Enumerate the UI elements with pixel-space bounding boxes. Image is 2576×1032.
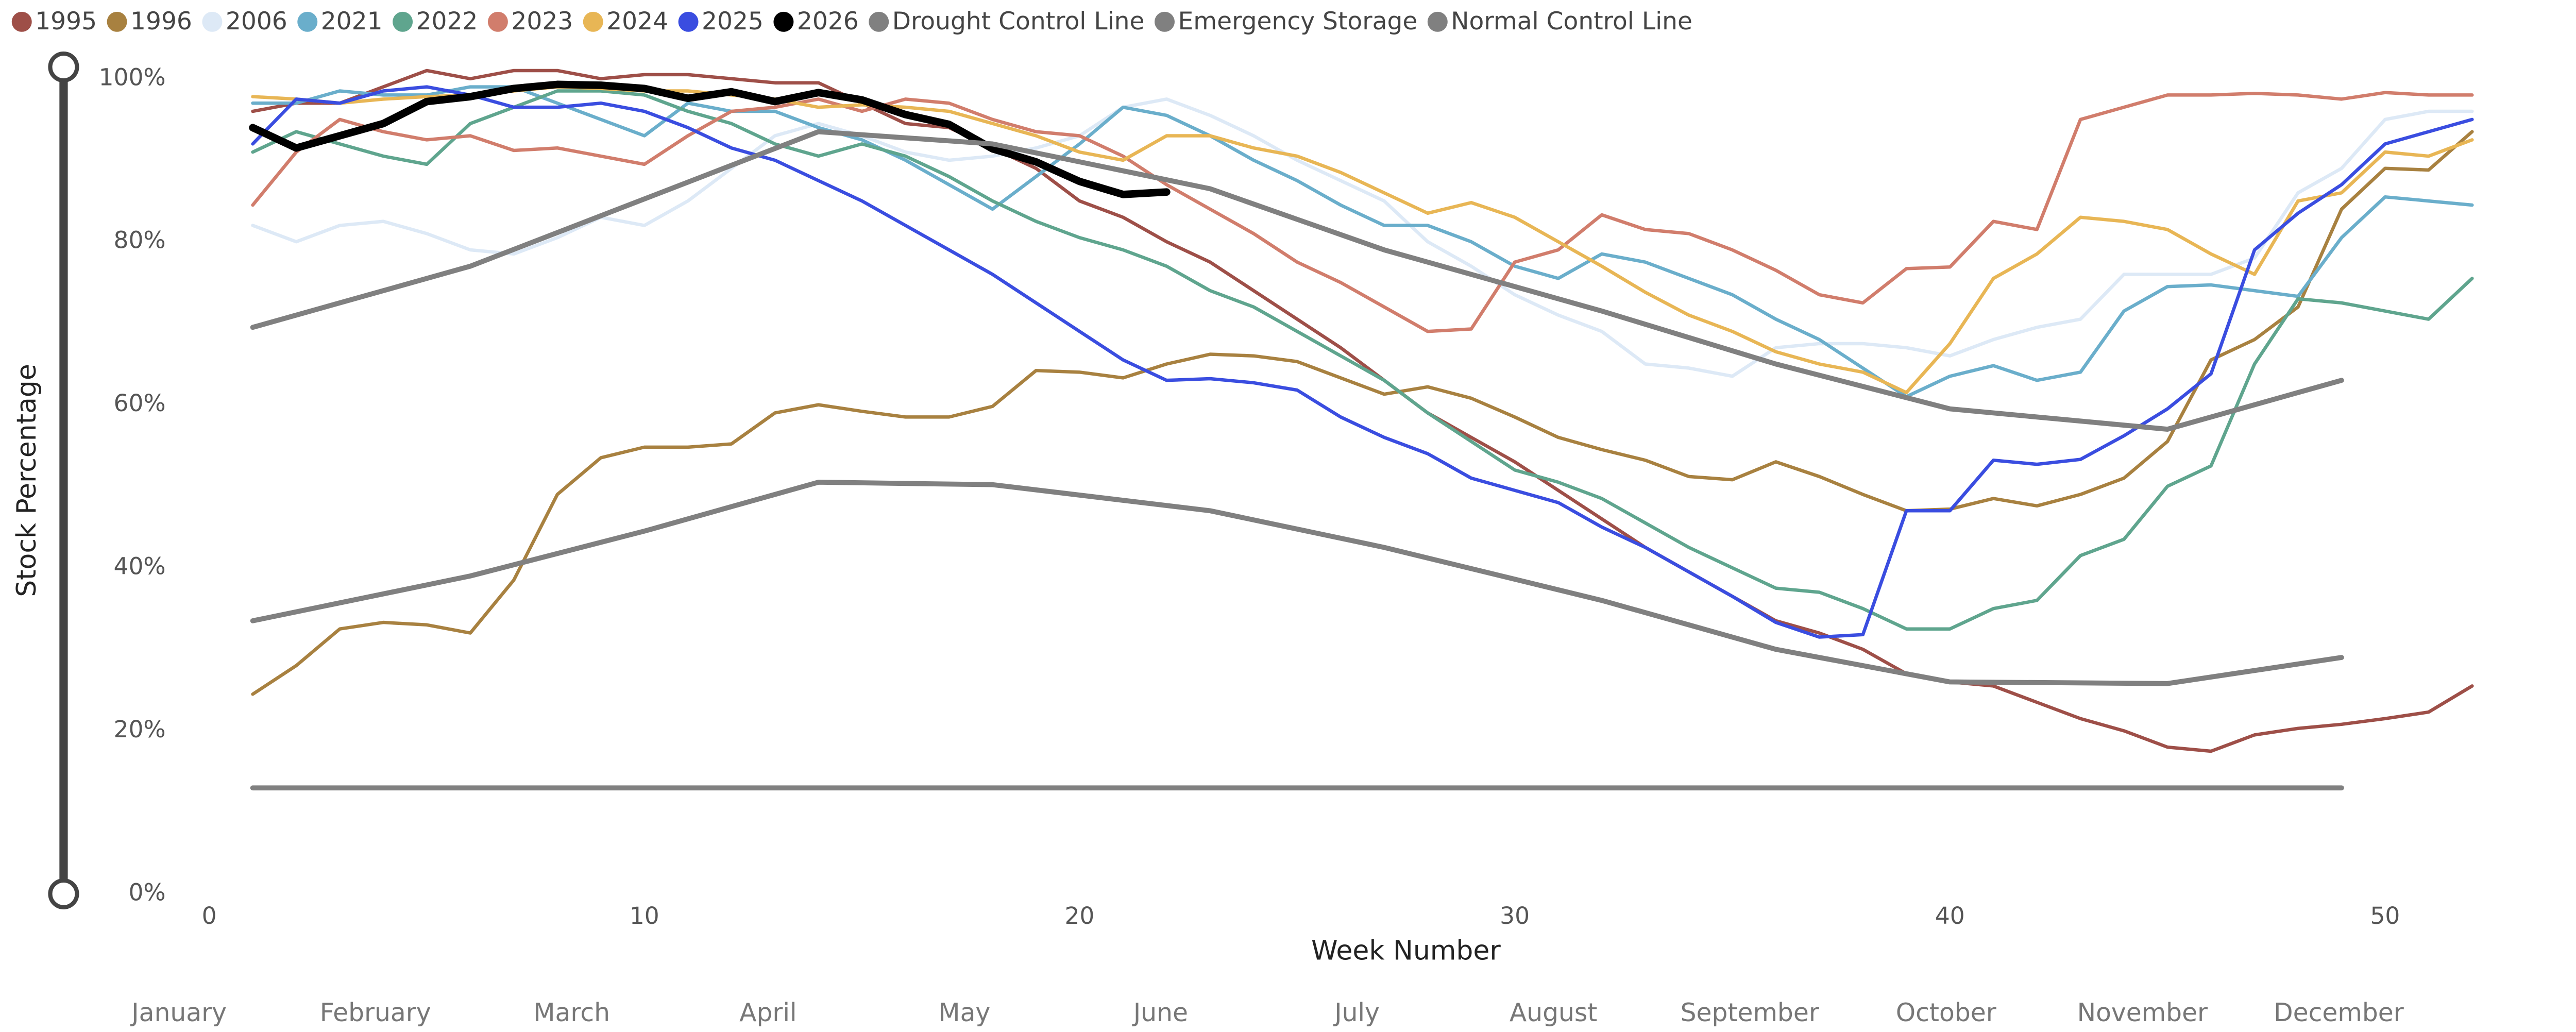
x-tick-label: 30 [1500, 902, 1530, 929]
y-tick-label: 100% [99, 63, 166, 91]
x-tick-label: 50 [2370, 902, 2400, 929]
legend-swatch [1155, 11, 1175, 32]
month-label: May [939, 999, 991, 1027]
legend-label: 1996 [130, 7, 192, 36]
legend-label: 1995 [35, 7, 97, 36]
month-label: July [1333, 999, 1380, 1027]
legend-swatch [297, 11, 318, 32]
plot-area [249, 69, 2474, 791]
x-tick-label: 10 [630, 902, 659, 929]
month-label: January [130, 999, 227, 1027]
month-label: August [1510, 999, 1597, 1027]
series-line [250, 480, 2344, 686]
legend-swatch [393, 11, 413, 32]
legend-swatch [202, 11, 223, 32]
y-tick-label: 80% [114, 227, 166, 254]
slider-handle[interactable] [48, 878, 79, 909]
legend-label: 2006 [226, 7, 287, 36]
slider-handle[interactable] [48, 51, 79, 83]
y-axis-title: Stock Percentage [11, 364, 42, 597]
series-line [251, 130, 2474, 696]
legend-swatch [1427, 11, 1448, 32]
legend-label: Drought Control Line [892, 7, 1145, 36]
legend-swatch [773, 11, 794, 32]
series-line [251, 97, 2474, 378]
legend-swatch [583, 11, 603, 32]
y-tick-label: 20% [114, 716, 166, 743]
x-tick-label: 0 [202, 902, 217, 929]
series-line [251, 89, 2474, 631]
legend-swatch [11, 11, 32, 32]
month-label: March [534, 999, 611, 1027]
month-label: November [2077, 999, 2208, 1027]
series-line [249, 80, 1171, 198]
legend-label: Emergency Storage [1178, 7, 1417, 36]
legend-label: 2026 [797, 7, 859, 36]
x-axis-title: Week Number [1311, 936, 1501, 967]
legend-swatch [107, 11, 127, 32]
month-label: September [1681, 999, 1820, 1027]
range-slider[interactable] [48, 51, 79, 909]
y-tick-label: 40% [114, 553, 166, 580]
y-tick-label: 60% [114, 390, 166, 417]
legend-swatch [869, 11, 889, 32]
month-label: June [1132, 999, 1188, 1027]
series-line [251, 85, 2474, 399]
legend-label: 2023 [511, 7, 573, 36]
legend-label: 2021 [321, 7, 383, 36]
series-line [251, 85, 2474, 639]
month-label: April [739, 999, 796, 1027]
legend-label: Normal Control Line [1451, 7, 1692, 36]
y-tick-label: 0% [128, 878, 165, 906]
series-line [251, 69, 2474, 753]
legend-label: 2024 [606, 7, 668, 36]
legend-swatch [487, 11, 508, 32]
legend: 1995 1996 2006 2021 2022 2023 2024 2025 2026 Drou… [11, 7, 1692, 36]
series-line [251, 91, 2474, 333]
month-label: February [320, 999, 431, 1027]
x-tick-label: 40 [1935, 902, 1965, 929]
month-label: December [2274, 999, 2404, 1027]
legend-swatch [678, 11, 699, 32]
legend-label: 2025 [702, 7, 764, 36]
legend-label: 2022 [416, 7, 478, 36]
series-line [250, 129, 2344, 432]
month-label: October [1896, 999, 1997, 1027]
x-tick-label: 20 [1064, 902, 1094, 929]
